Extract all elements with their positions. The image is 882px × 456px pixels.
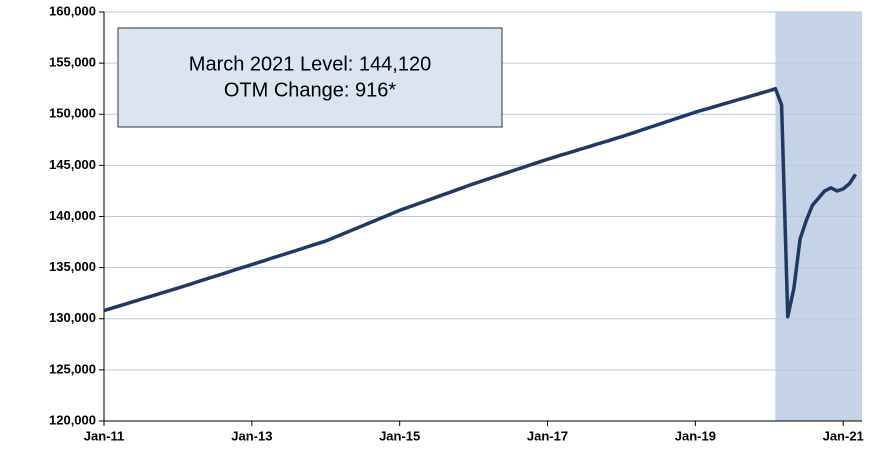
y-tick-label: 155,000: [49, 55, 96, 70]
plot-foreground: 120,000 125,000 130,000 135,000 140,000 145,0…: [49, 3, 864, 443]
y-tick-label: 150,000: [49, 106, 96, 121]
y-tick-label: 125,000: [49, 361, 96, 376]
x-tick-label: Jan-13: [231, 428, 272, 443]
annotation-text: March 2021 Level: 144,120: [189, 53, 431, 75]
x-tick-label: Jan-15: [379, 428, 420, 443]
y-tick-label: 140,000: [49, 208, 96, 223]
y-tick-label: 160,000: [49, 3, 96, 18]
annotation-text: OTM Change: 916*: [224, 79, 397, 101]
y-tick-label: 135,000: [49, 259, 96, 274]
x-tick-label: Jan-11: [84, 428, 124, 443]
x-tick-label: Jan-19: [675, 428, 716, 443]
x-tick-label: Jan-21: [823, 428, 864, 443]
annotation-box: [117, 27, 503, 128]
line-series: [103, 86, 857, 319]
y-tick-label: 120,000: [49, 412, 96, 427]
y-tick-label: 145,000: [49, 157, 96, 172]
x-tick-label: Jan-17: [527, 428, 568, 443]
y-tick-label: 130,000: [49, 310, 96, 325]
